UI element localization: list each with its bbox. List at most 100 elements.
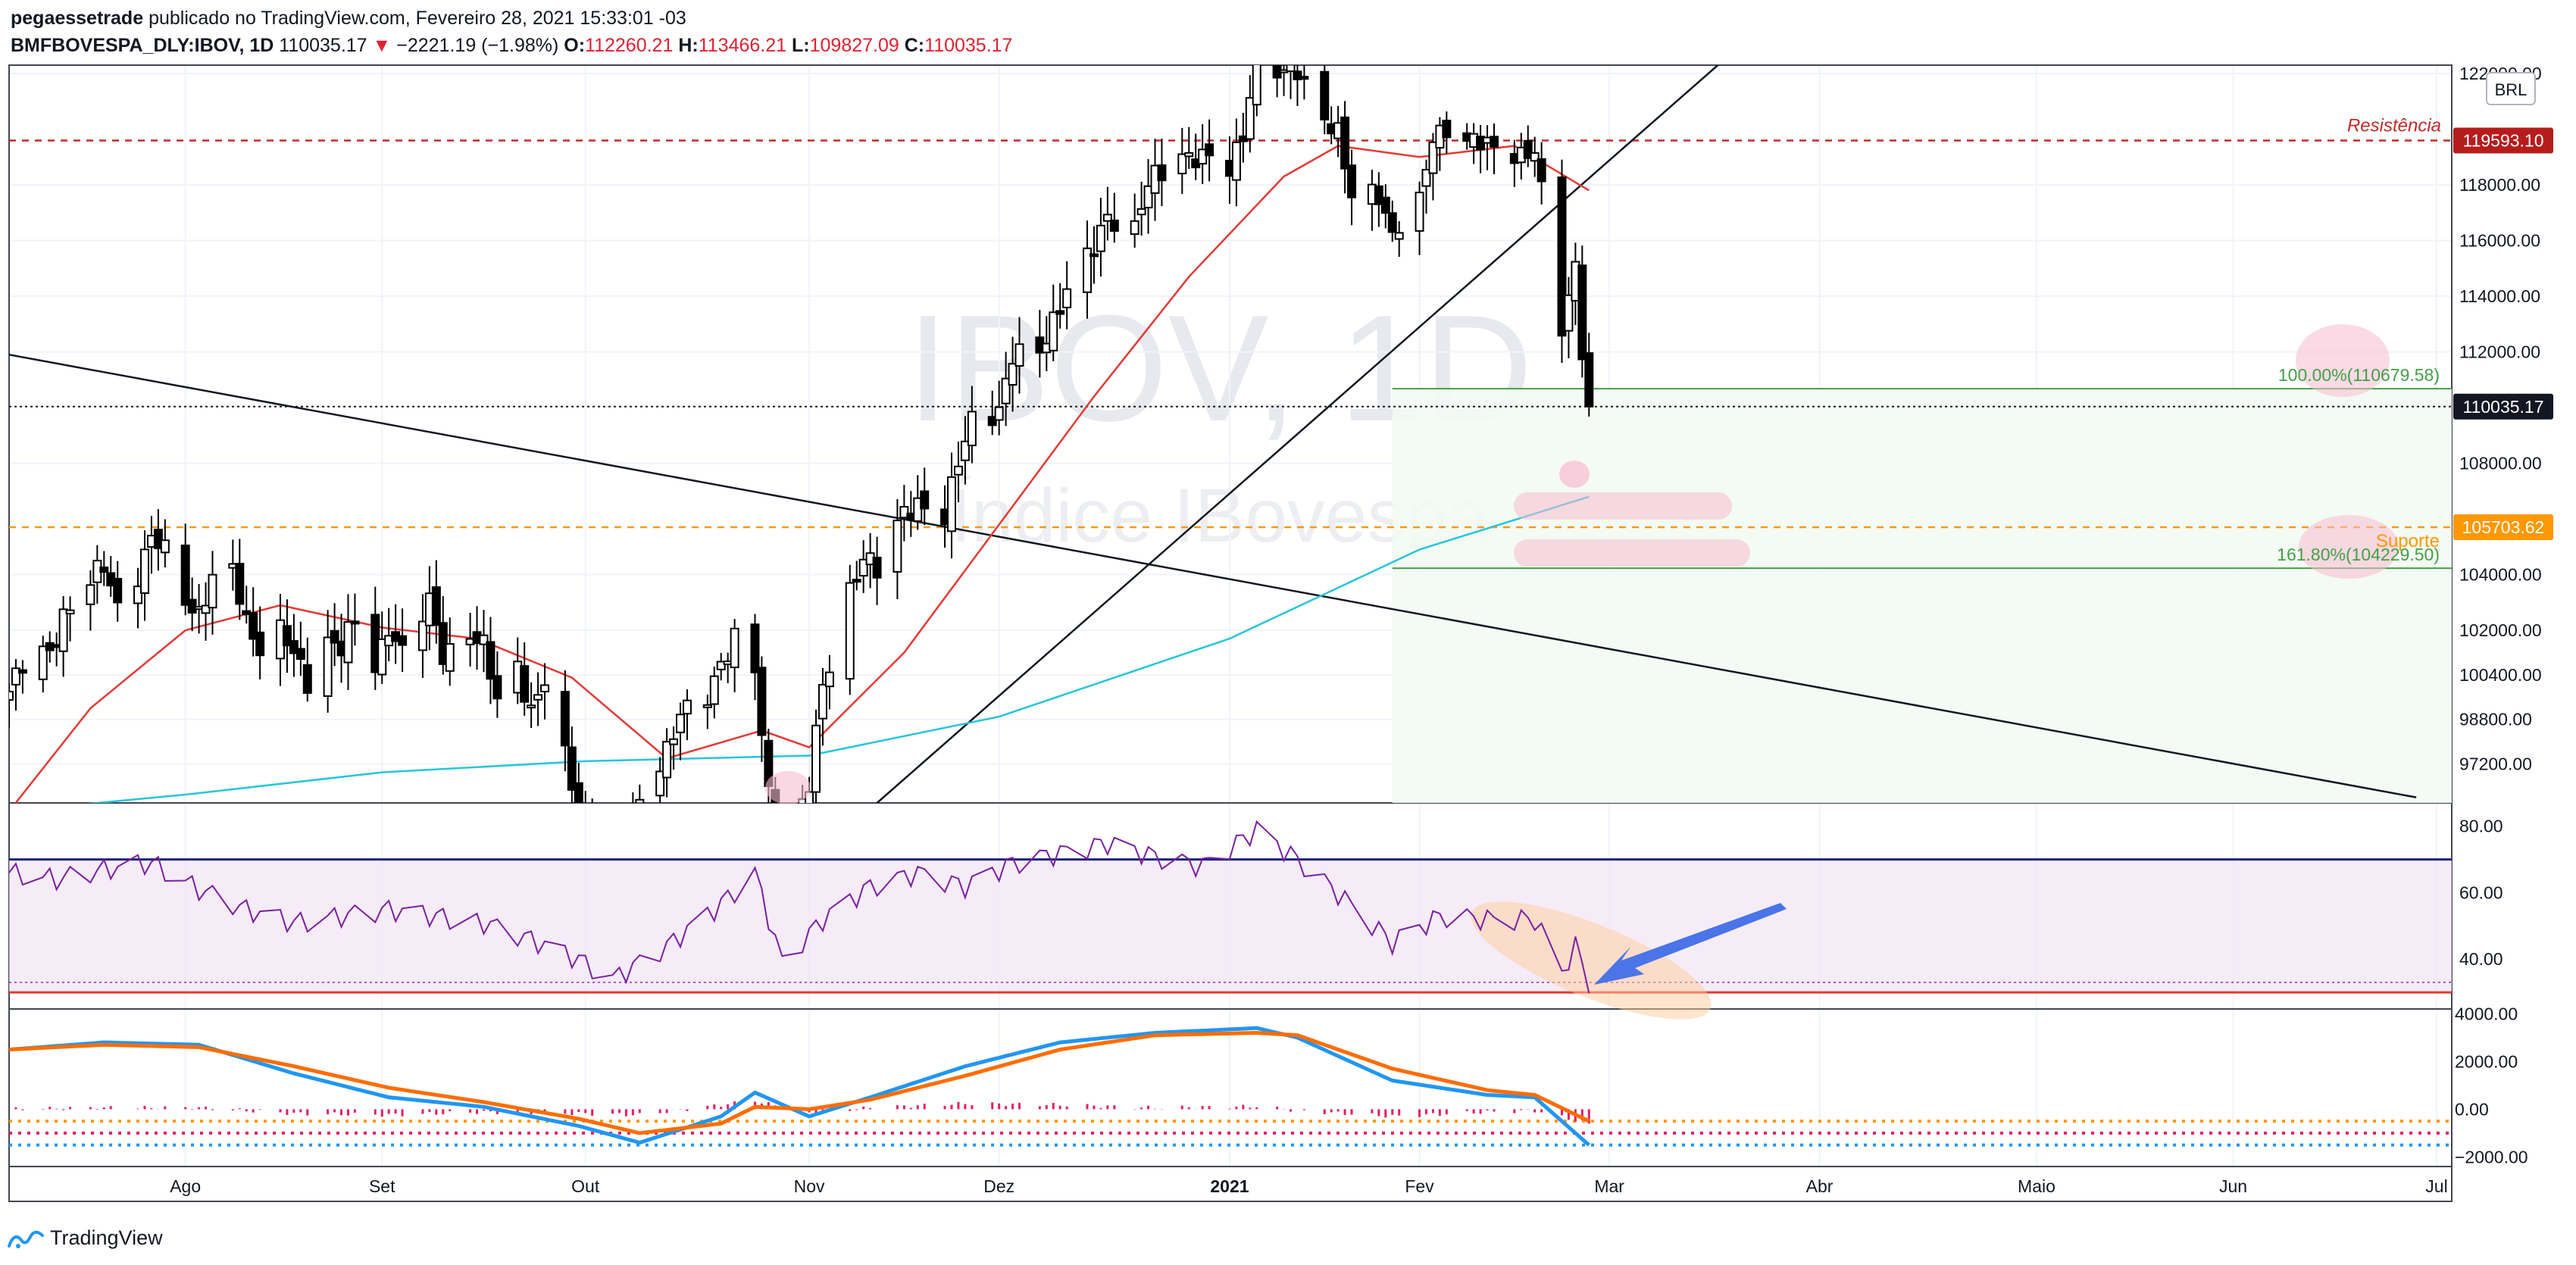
- time-tick-label: Mar: [1594, 1176, 1624, 1196]
- trend-lines: [9, 65, 2452, 803]
- candle-down: [1205, 143, 1215, 157]
- candle-down: [295, 648, 305, 661]
- candle-down: [852, 579, 861, 583]
- candle-down: [302, 664, 312, 694]
- candle-down: [1380, 196, 1390, 214]
- rsi-tick-label: 40.00: [2459, 949, 2503, 969]
- axes: 122000.00118000.00116000.00114000.001120…: [8, 64, 2553, 1202]
- candle-up: [1530, 151, 1540, 162]
- candle-up: [1049, 311, 1058, 351]
- published-text: publicado no TradingView.com, Fevereiro …: [148, 8, 686, 29]
- candle-up: [994, 406, 1004, 421]
- candle-up: [947, 476, 957, 533]
- candle-up: [635, 798, 645, 803]
- price-tick-label: 108000.00: [2459, 454, 2542, 473]
- footer: TradingView: [8, 1221, 163, 1254]
- price-tick-label: 97200.00: [2459, 754, 2532, 774]
- time-tick-label: Ago: [170, 1176, 201, 1196]
- rsi-highlight: [1471, 901, 1712, 1020]
- highlight-support-2: [1514, 539, 1750, 567]
- ma200-line: [87, 495, 1590, 803]
- resistance-price-tag: 119593.10: [2462, 130, 2543, 150]
- candle-up: [953, 465, 963, 476]
- candle-down: [574, 782, 583, 803]
- chart-header: pegaessetrade publicado no TradingView.c…: [11, 5, 1526, 62]
- time-axis-border: [8, 1166, 2453, 1202]
- candle-up: [1231, 141, 1241, 181]
- candle-up: [201, 604, 211, 614]
- candle-down: [1055, 310, 1065, 315]
- candle-up: [1001, 377, 1011, 404]
- resistance-label: Resistência: [2347, 115, 2441, 136]
- candle-group: [9, 65, 1594, 803]
- candle-down: [1109, 219, 1119, 232]
- author-name[interactable]: pegaessetrade: [11, 8, 144, 29]
- tradingview-logo-icon[interactable]: [8, 1226, 44, 1249]
- currency-badge[interactable]: BRL: [2486, 72, 2536, 105]
- rsi-line: [8, 820, 1590, 994]
- close-value: 110035.17: [924, 35, 1013, 56]
- candle-up: [208, 573, 217, 609]
- candle-up: [858, 558, 868, 577]
- candle-up: [960, 440, 970, 461]
- candle-down: [235, 563, 245, 605]
- candle-up: [1394, 232, 1404, 240]
- symbol-line: BMFBOVESPA_DLY:IBOV, 1D 110035.17 ▼ −222…: [11, 32, 1526, 59]
- candle-up: [676, 714, 686, 733]
- candle-down: [249, 611, 258, 640]
- price-tick-label: 118000.00: [2459, 175, 2540, 195]
- candle-up: [65, 609, 75, 614]
- candle-down: [567, 746, 577, 791]
- candle-up: [655, 770, 665, 797]
- candle-up: [343, 621, 353, 664]
- candle-up: [1286, 65, 1296, 73]
- highlight-fib-161: [2299, 515, 2399, 579]
- candle-up: [1177, 153, 1187, 175]
- rsi-tick-label: 80.00: [2459, 817, 2503, 836]
- candle-up: [913, 497, 923, 522]
- macd-tick-label: 2000.00: [2455, 1051, 2518, 1071]
- time-tick-label: Abr: [1806, 1176, 1834, 1196]
- candle-up: [1198, 148, 1208, 165]
- candle-down: [757, 667, 767, 736]
- candle-up: [1130, 220, 1140, 236]
- candle-down: [153, 529, 163, 549]
- candle-up: [133, 586, 143, 604]
- candle-up: [323, 636, 333, 697]
- candle-down: [1089, 253, 1099, 258]
- footer-brand[interactable]: TradingView: [50, 1226, 163, 1249]
- resistance-price-tag-bg: [2453, 127, 2553, 154]
- candle-down: [1374, 185, 1383, 205]
- candle-up: [824, 671, 834, 688]
- time-tick-label: Out: [571, 1176, 600, 1196]
- candle-up: [967, 411, 977, 447]
- candles: [9, 65, 1594, 803]
- support-price-tag: 105703.62: [2462, 517, 2545, 537]
- candle-down: [180, 544, 190, 606]
- candle-up: [527, 704, 536, 709]
- descending-trend-line: [9, 354, 2417, 798]
- candle-up: [1564, 294, 1574, 332]
- candle-down: [1489, 136, 1499, 148]
- candle-up: [1415, 192, 1424, 232]
- candle-up: [38, 645, 48, 680]
- price-tick-label: 98800.00: [2459, 710, 2532, 729]
- candle-up: [709, 675, 719, 705]
- candle-down: [1293, 70, 1302, 80]
- price-tick-label: 102000.00: [2459, 620, 2542, 640]
- candle-up: [1252, 65, 1261, 106]
- highlight-low: [765, 771, 811, 804]
- time-tick-label: 2021: [1210, 1176, 1249, 1196]
- candle-up: [845, 582, 855, 680]
- candle-up: [533, 694, 543, 701]
- candle-up: [445, 643, 455, 672]
- macd-tick-label: −2000.00: [2455, 1147, 2528, 1167]
- candle-up: [377, 638, 387, 676]
- low-value: 109827.09: [809, 35, 899, 56]
- last-price-tag-bg: [2453, 393, 2553, 420]
- candle-up: [716, 661, 726, 670]
- time-tick-label: Maio: [2018, 1176, 2055, 1196]
- candle-up: [669, 738, 679, 745]
- symbol-name[interactable]: BMFBOVESPA_DLY:IBOV, 1D: [11, 35, 274, 56]
